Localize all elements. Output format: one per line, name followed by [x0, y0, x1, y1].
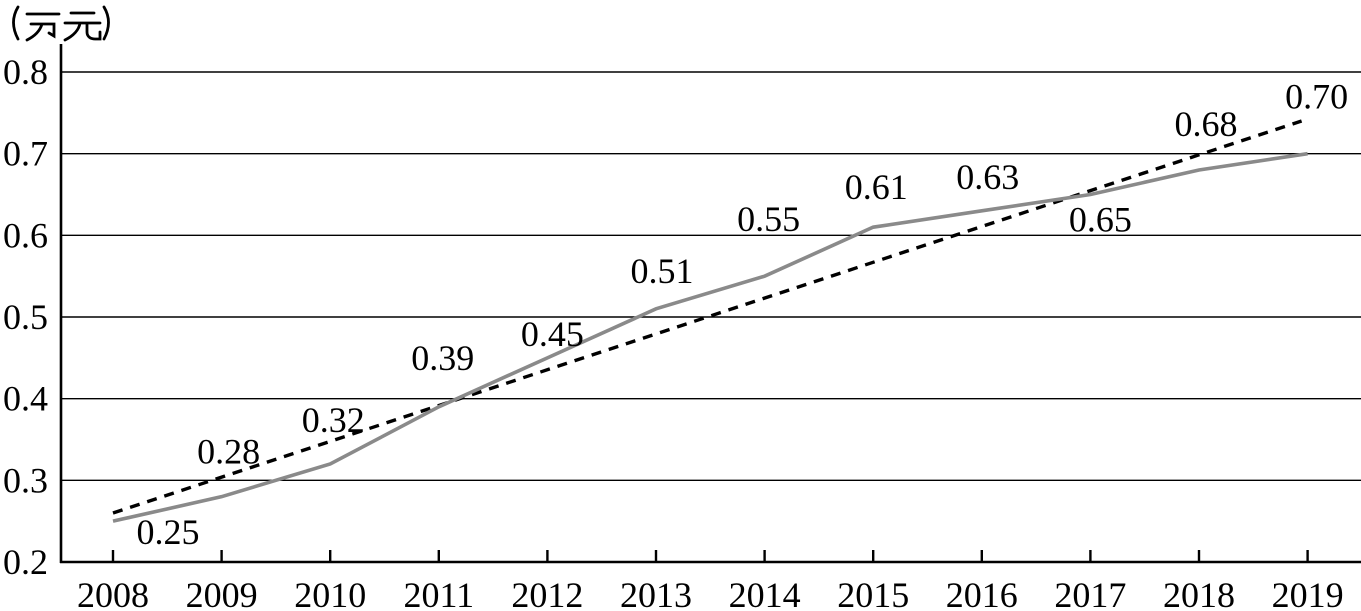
data-label: 0.39 [411, 338, 474, 378]
x-tick-label: 2011 [403, 575, 474, 611]
data-label: 0.70 [1285, 77, 1348, 117]
y-tick-label: 0.5 [3, 297, 48, 337]
series-line [112, 151, 1308, 523]
y-tick-label: 0.4 [3, 379, 48, 419]
x-tick-label: 2015 [837, 575, 909, 611]
x-tick-label: 2013 [620, 575, 692, 611]
y-tick-label: 0.6 [3, 215, 48, 255]
data-label: 0.45 [521, 314, 584, 354]
data-label: 0.63 [956, 157, 1019, 197]
x-tick-label: 2012 [511, 575, 583, 611]
y-tick-label: 0.2 [3, 542, 48, 582]
x-tick-label: 2016 [946, 575, 1018, 611]
wan-glyph [25, 12, 61, 42]
x-tick-label: 2018 [1163, 575, 1235, 611]
data-label: 0.68 [1175, 104, 1238, 144]
x-tick-label: 2014 [729, 575, 801, 611]
data-label: 0.55 [737, 199, 800, 239]
data-label: 0.25 [137, 512, 200, 552]
x-tick-label: 2009 [186, 575, 258, 611]
x-tick-label: 2010 [294, 575, 366, 611]
y-axis-unit-label [12, 5, 110, 42]
x-tick-label: 2017 [1054, 575, 1126, 611]
paren-right-glyph [102, 5, 110, 41]
data-label: 0.32 [302, 400, 365, 440]
paren-left-glyph [12, 5, 20, 41]
data-label: 0.28 [197, 432, 260, 472]
x-tick-label: 2019 [1272, 575, 1344, 611]
yuan-glyph [63, 11, 102, 42]
y-tick-label: 0.7 [3, 134, 48, 174]
data-label: 0.51 [631, 251, 694, 291]
data-label: 0.61 [845, 167, 908, 207]
y-tick-label: 0.8 [3, 52, 48, 92]
y-tick-label: 0.3 [3, 460, 48, 500]
data-label: 0.65 [1069, 200, 1132, 240]
x-tick-label: 2008 [77, 575, 149, 611]
